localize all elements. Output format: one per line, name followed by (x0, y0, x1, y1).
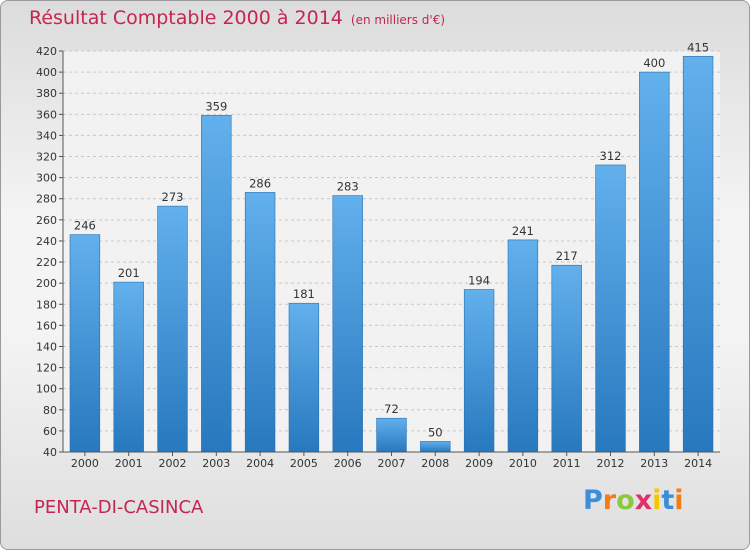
bar-value-label: 359 (205, 99, 227, 113)
x-tick-label: 2004 (246, 457, 274, 470)
city-name: PENTA-DI-CASINCA (34, 497, 204, 518)
bar (507, 239, 539, 453)
x-tick-label: 2014 (684, 457, 712, 470)
x-tick-label: 2008 (421, 457, 449, 470)
bar (463, 289, 495, 453)
bar-value-label: 217 (556, 249, 578, 263)
x-tick-label: 2009 (465, 457, 493, 470)
x-tick-label: 2005 (290, 457, 318, 470)
y-tick-label: 380 (36, 87, 57, 100)
y-tick-label: 220 (36, 256, 57, 269)
bar (595, 164, 626, 453)
x-tick-label: 2012 (597, 457, 625, 470)
bar (201, 115, 232, 453)
y-tick-label: 320 (36, 151, 57, 164)
chart-title: Résultat Comptable 2000 à 2014 (en millie… (29, 7, 445, 29)
y-tick-label: 60 (43, 425, 57, 438)
bar (332, 195, 363, 453)
bar (420, 441, 451, 453)
bar-value-label: 415 (687, 40, 709, 54)
y-tick-label: 140 (36, 340, 57, 353)
bar-value-label: 400 (643, 56, 665, 70)
y-tick-label: 200 (36, 277, 57, 290)
bar-value-label: 286 (249, 176, 271, 190)
y-tick-label: 120 (36, 362, 57, 375)
x-tick-label: 2013 (640, 457, 668, 470)
chart-title-text: Résultat Comptable 2000 à 2014 (29, 7, 343, 29)
y-tick-label: 420 (36, 45, 57, 58)
x-tick-label: 2000 (71, 457, 99, 470)
x-tick-label: 2010 (509, 457, 537, 470)
y-tick-label: 300 (36, 172, 57, 185)
bar-value-label: 241 (512, 224, 534, 238)
bar-value-label: 201 (118, 266, 140, 280)
bar-value-label: 312 (600, 149, 622, 163)
bar-value-label: 194 (468, 273, 490, 287)
bar (69, 234, 101, 453)
y-tick-label: 240 (36, 235, 57, 248)
y-tick-label: 280 (36, 193, 57, 206)
bar (288, 302, 320, 453)
y-tick-label: 180 (36, 298, 57, 311)
bar (551, 264, 582, 453)
x-tick-label: 2002 (159, 457, 187, 470)
bar (682, 55, 714, 453)
y-tick-label: 100 (36, 383, 57, 396)
y-tick-label: 360 (36, 108, 57, 121)
bars: 246 201 273 359 286 181 283 72 50 194 241 217 312 400… (69, 40, 714, 453)
x-tick-label: 2006 (334, 457, 362, 470)
y-tick-label: 400 (36, 66, 57, 79)
bar (157, 205, 188, 453)
axes: 40 60 80 100 120 140 160 180 200 220 240 260 280 300 3… (36, 45, 720, 470)
bar-value-label: 181 (293, 287, 315, 301)
bar-value-label: 283 (337, 180, 359, 194)
x-tick-label: 2011 (553, 457, 581, 470)
bar-value-label: 50 (428, 425, 443, 439)
y-tick-label: 40 (43, 446, 57, 459)
unit-note: (en milliers d'€) (350, 13, 446, 27)
x-tick-label: 2007 (378, 457, 406, 470)
x-tick-label: 2001 (115, 457, 143, 470)
bar (639, 71, 670, 453)
bar-value-label: 72 (384, 402, 399, 416)
bar (376, 417, 407, 453)
y-tick-label: 260 (36, 214, 57, 227)
y-tick-label: 80 (43, 404, 57, 417)
x-tick-label: 2003 (202, 457, 230, 470)
brand-logo[interactable]: Proxiti (583, 485, 684, 516)
bar (113, 281, 144, 453)
y-tick-label: 340 (36, 129, 57, 142)
bar (244, 192, 276, 453)
y-tick-label: 160 (36, 319, 57, 332)
bar-value-label: 273 (162, 190, 184, 204)
bar-value-label: 246 (74, 219, 96, 233)
